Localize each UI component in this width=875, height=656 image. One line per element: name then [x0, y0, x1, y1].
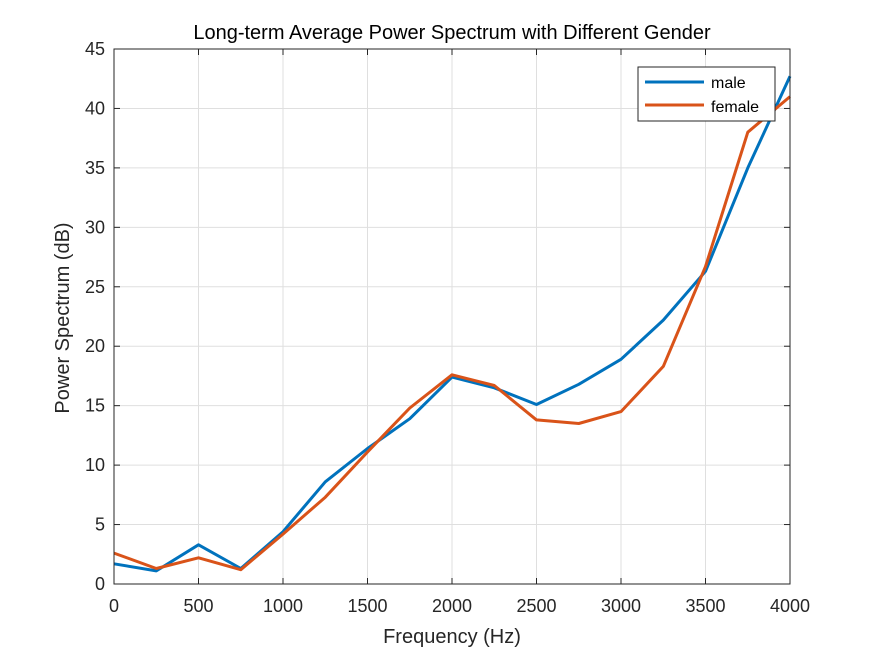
- y-tick-label: 45: [85, 39, 105, 59]
- legend-label-female: female: [711, 99, 759, 116]
- x-tick-labels: 0 500 1000 1500 2000 2500 3000 3500 4000: [109, 596, 810, 616]
- legend-box: [637, 66, 776, 122]
- x-tick-label: 1000: [263, 596, 303, 616]
- x-tick-label: 3500: [685, 596, 725, 616]
- y-tick-label: 25: [85, 277, 105, 297]
- y-tick-label: 20: [85, 336, 105, 356]
- series-line-female: [113, 95, 791, 572]
- y-tick-label: 5: [95, 515, 105, 535]
- x-tick-label: 0: [109, 596, 119, 616]
- tick-marks: [113, 48, 791, 585]
- chart-title: Long-term Average Power Spectrum with Di…: [193, 22, 711, 44]
- x-tick-label: 3000: [601, 596, 641, 616]
- y-tick-label: 30: [85, 217, 105, 237]
- x-tick-label: 2500: [516, 596, 556, 616]
- x-tick-label: 500: [183, 596, 213, 616]
- y-tick-label: 15: [85, 396, 105, 416]
- x-tick-label: 1500: [347, 596, 387, 616]
- series-layer: [113, 75, 792, 573]
- y-tick-label: 0: [95, 574, 105, 594]
- y-tick-labels: 0 5 10 15 20 25 30 35 40 45: [85, 39, 105, 594]
- y-tick-label: 10: [85, 455, 105, 475]
- x-tick-label: 2000: [432, 596, 472, 616]
- y-tick-label: 35: [85, 158, 105, 178]
- series-line-male: [113, 75, 792, 573]
- y-axis-label: Power Spectrum (dB): [52, 222, 74, 413]
- legend: male female: [637, 66, 776, 122]
- x-tick-label: 4000: [770, 596, 810, 616]
- x-axis-label: Frequency (Hz): [383, 626, 521, 648]
- legend-label-male: male: [711, 75, 746, 92]
- y-tick-label: 40: [85, 98, 105, 118]
